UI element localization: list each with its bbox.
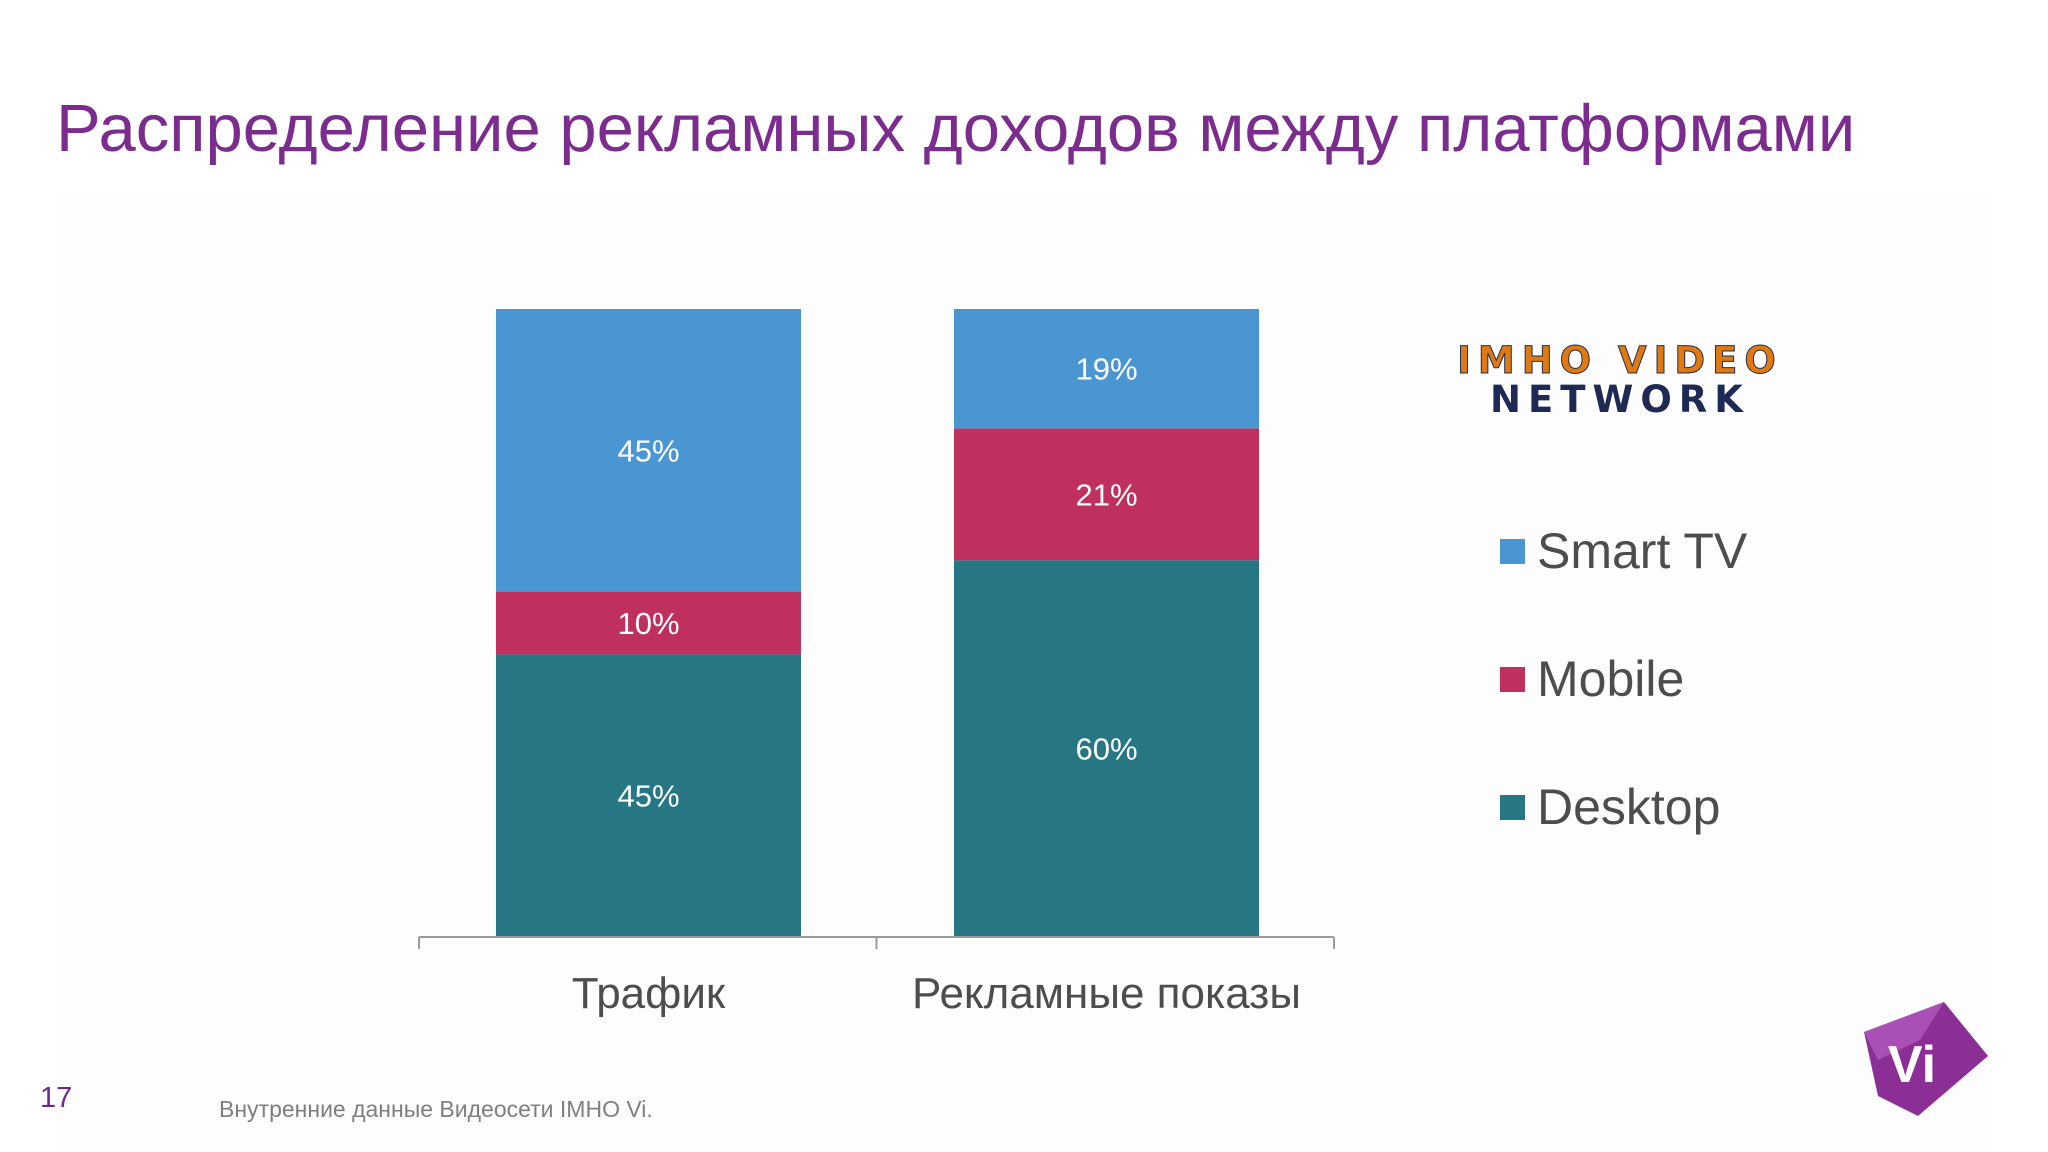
x-axis: Трафик Рекламные показы xyxy=(419,937,1334,1018)
legend-swatch-desktop xyxy=(1500,795,1525,820)
data-label-smart-tv-1: 45% xyxy=(617,433,679,468)
data-label-desktop-2: 60% xyxy=(1075,732,1137,767)
vi-corner-logo: Vi xyxy=(1860,1000,1990,1120)
x-tick-label-1: Трафик xyxy=(572,969,726,1018)
legend-label-mobile: Mobile xyxy=(1537,650,1684,708)
data-label-smart-tv-2: 19% xyxy=(1075,352,1137,387)
legend-item-smart-tv: Smart TV xyxy=(1500,487,1747,615)
logo-line-2: NETWORK xyxy=(1440,381,1800,420)
source-note: Внутренние данные Видеосети IMHO Vi. xyxy=(219,1096,653,1123)
data-label-desktop-1: 45% xyxy=(617,779,679,814)
legend-swatch-smart-tv xyxy=(1500,539,1525,564)
legend-label-desktop: Desktop xyxy=(1537,778,1720,836)
legend-swatch-mobile xyxy=(1500,667,1525,692)
chart-legend: Smart TV Mobile Desktop xyxy=(1500,487,1747,871)
vi-logo-text: Vi xyxy=(1888,1036,1936,1094)
x-tick-label-2: Рекламные показы xyxy=(912,969,1301,1018)
page-number: 17 xyxy=(40,1082,72,1115)
logo-line-1: IMHO VIDEO xyxy=(1440,342,1800,381)
legend-item-desktop: Desktop xyxy=(1500,743,1747,871)
bars-layer xyxy=(496,309,1259,937)
legend-label-smart-tv: Smart TV xyxy=(1537,522,1747,580)
data-label-mobile-1: 10% xyxy=(617,606,679,641)
data-label-mobile-2: 21% xyxy=(1075,477,1137,512)
imho-video-network-logo: IMHO VIDEO NETWORK xyxy=(1440,342,1800,420)
legend-item-mobile: Mobile xyxy=(1500,615,1747,743)
